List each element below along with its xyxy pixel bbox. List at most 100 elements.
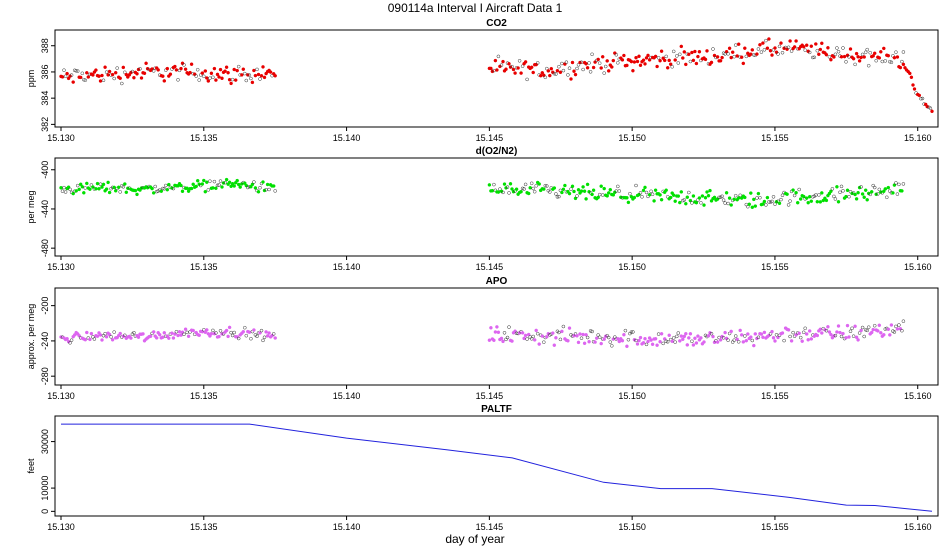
- data-point: [616, 184, 620, 189]
- data-point: [557, 64, 561, 69]
- data-point: [853, 192, 857, 197]
- data-point: [538, 73, 543, 78]
- data-point: [750, 205, 755, 210]
- data-point: [578, 332, 582, 336]
- data-point: [637, 338, 641, 343]
- data-point: [165, 66, 170, 71]
- data-point: [829, 189, 833, 194]
- data-point: [581, 67, 585, 72]
- data-point: [171, 186, 176, 191]
- data-point: [694, 61, 699, 66]
- data-point: [605, 194, 609, 198]
- data-point: [826, 46, 830, 50]
- data-point: [749, 191, 753, 195]
- data-point: [818, 47, 823, 52]
- data-point: [528, 186, 532, 190]
- data-point: [882, 333, 886, 337]
- data-point: [749, 52, 753, 56]
- data-point: [85, 330, 89, 335]
- data-point: [761, 41, 765, 45]
- x-tick-label: 15.155: [761, 133, 789, 143]
- data-point: [694, 341, 699, 345]
- data-point: [733, 43, 738, 47]
- data-point: [836, 200, 841, 204]
- data-point: [605, 59, 609, 63]
- data-point: [656, 56, 661, 60]
- data-point: [824, 328, 829, 333]
- data-point: [223, 180, 227, 185]
- data-point: [545, 335, 549, 339]
- data-point: [174, 68, 179, 72]
- panel-title: APO: [486, 276, 508, 287]
- data-point: [200, 71, 205, 75]
- data-point: [658, 193, 662, 197]
- data-point: [638, 335, 643, 340]
- data-point: [872, 51, 877, 56]
- data-point: [534, 328, 538, 333]
- data-point: [555, 68, 560, 73]
- plot-frame: [54, 29, 939, 128]
- data-point: [635, 342, 640, 346]
- data-point: [706, 334, 711, 338]
- data-point: [156, 68, 160, 72]
- x-tick-label: 15.150: [618, 262, 646, 272]
- data-point: [226, 70, 230, 75]
- data-point: [678, 339, 682, 343]
- data-point: [762, 330, 767, 335]
- data-point: [492, 182, 496, 187]
- data-point: [212, 179, 217, 184]
- data-point: [268, 70, 273, 74]
- data-point: [575, 334, 579, 338]
- data-point: [838, 190, 842, 195]
- data-point: [522, 336, 526, 341]
- data-point: [543, 75, 548, 80]
- panel-title: d(O2/N2): [476, 146, 518, 157]
- data-point: [779, 197, 783, 202]
- data-point: [501, 190, 505, 195]
- data-point: [112, 76, 116, 81]
- data-point: [599, 66, 603, 70]
- data-point: [104, 70, 109, 74]
- data-point: [168, 72, 173, 76]
- data-point: [584, 333, 588, 337]
- data-point: [771, 195, 776, 199]
- data-point: [191, 328, 195, 333]
- data-point: [496, 54, 501, 59]
- data-point: [548, 190, 552, 194]
- data-point: [718, 59, 723, 63]
- data-point: [150, 67, 154, 71]
- data-point: [118, 76, 122, 81]
- data-point: [917, 93, 922, 98]
- data-point: [625, 63, 629, 68]
- data-point: [860, 52, 865, 57]
- data-point: [806, 338, 810, 342]
- data-point: [549, 66, 554, 71]
- y-tick-label: -280: [40, 367, 50, 385]
- data-point: [98, 333, 103, 337]
- data-point: [267, 187, 271, 192]
- data-point: [687, 190, 691, 195]
- data-point: [836, 324, 841, 328]
- x-tick-label: 15.160: [904, 262, 932, 272]
- data-point: [649, 338, 653, 342]
- data-point: [91, 185, 95, 189]
- data-point: [670, 339, 674, 344]
- data-point: [162, 79, 167, 83]
- data-point: [901, 62, 906, 67]
- data-point: [662, 58, 667, 63]
- data-point: [179, 183, 183, 188]
- data-point: [882, 46, 886, 51]
- data-point: [768, 48, 773, 53]
- data-point: [717, 195, 721, 200]
- x-tick-label: 15.145: [476, 522, 504, 532]
- data-point: [576, 188, 581, 192]
- data-point: [582, 341, 587, 346]
- data-point: [101, 333, 106, 338]
- data-point: [194, 184, 198, 189]
- data-point: [123, 333, 127, 338]
- data-point: [493, 58, 498, 63]
- data-point: [859, 55, 863, 60]
- data-point: [261, 338, 265, 343]
- data-point: [496, 190, 501, 194]
- data-point: [625, 344, 629, 349]
